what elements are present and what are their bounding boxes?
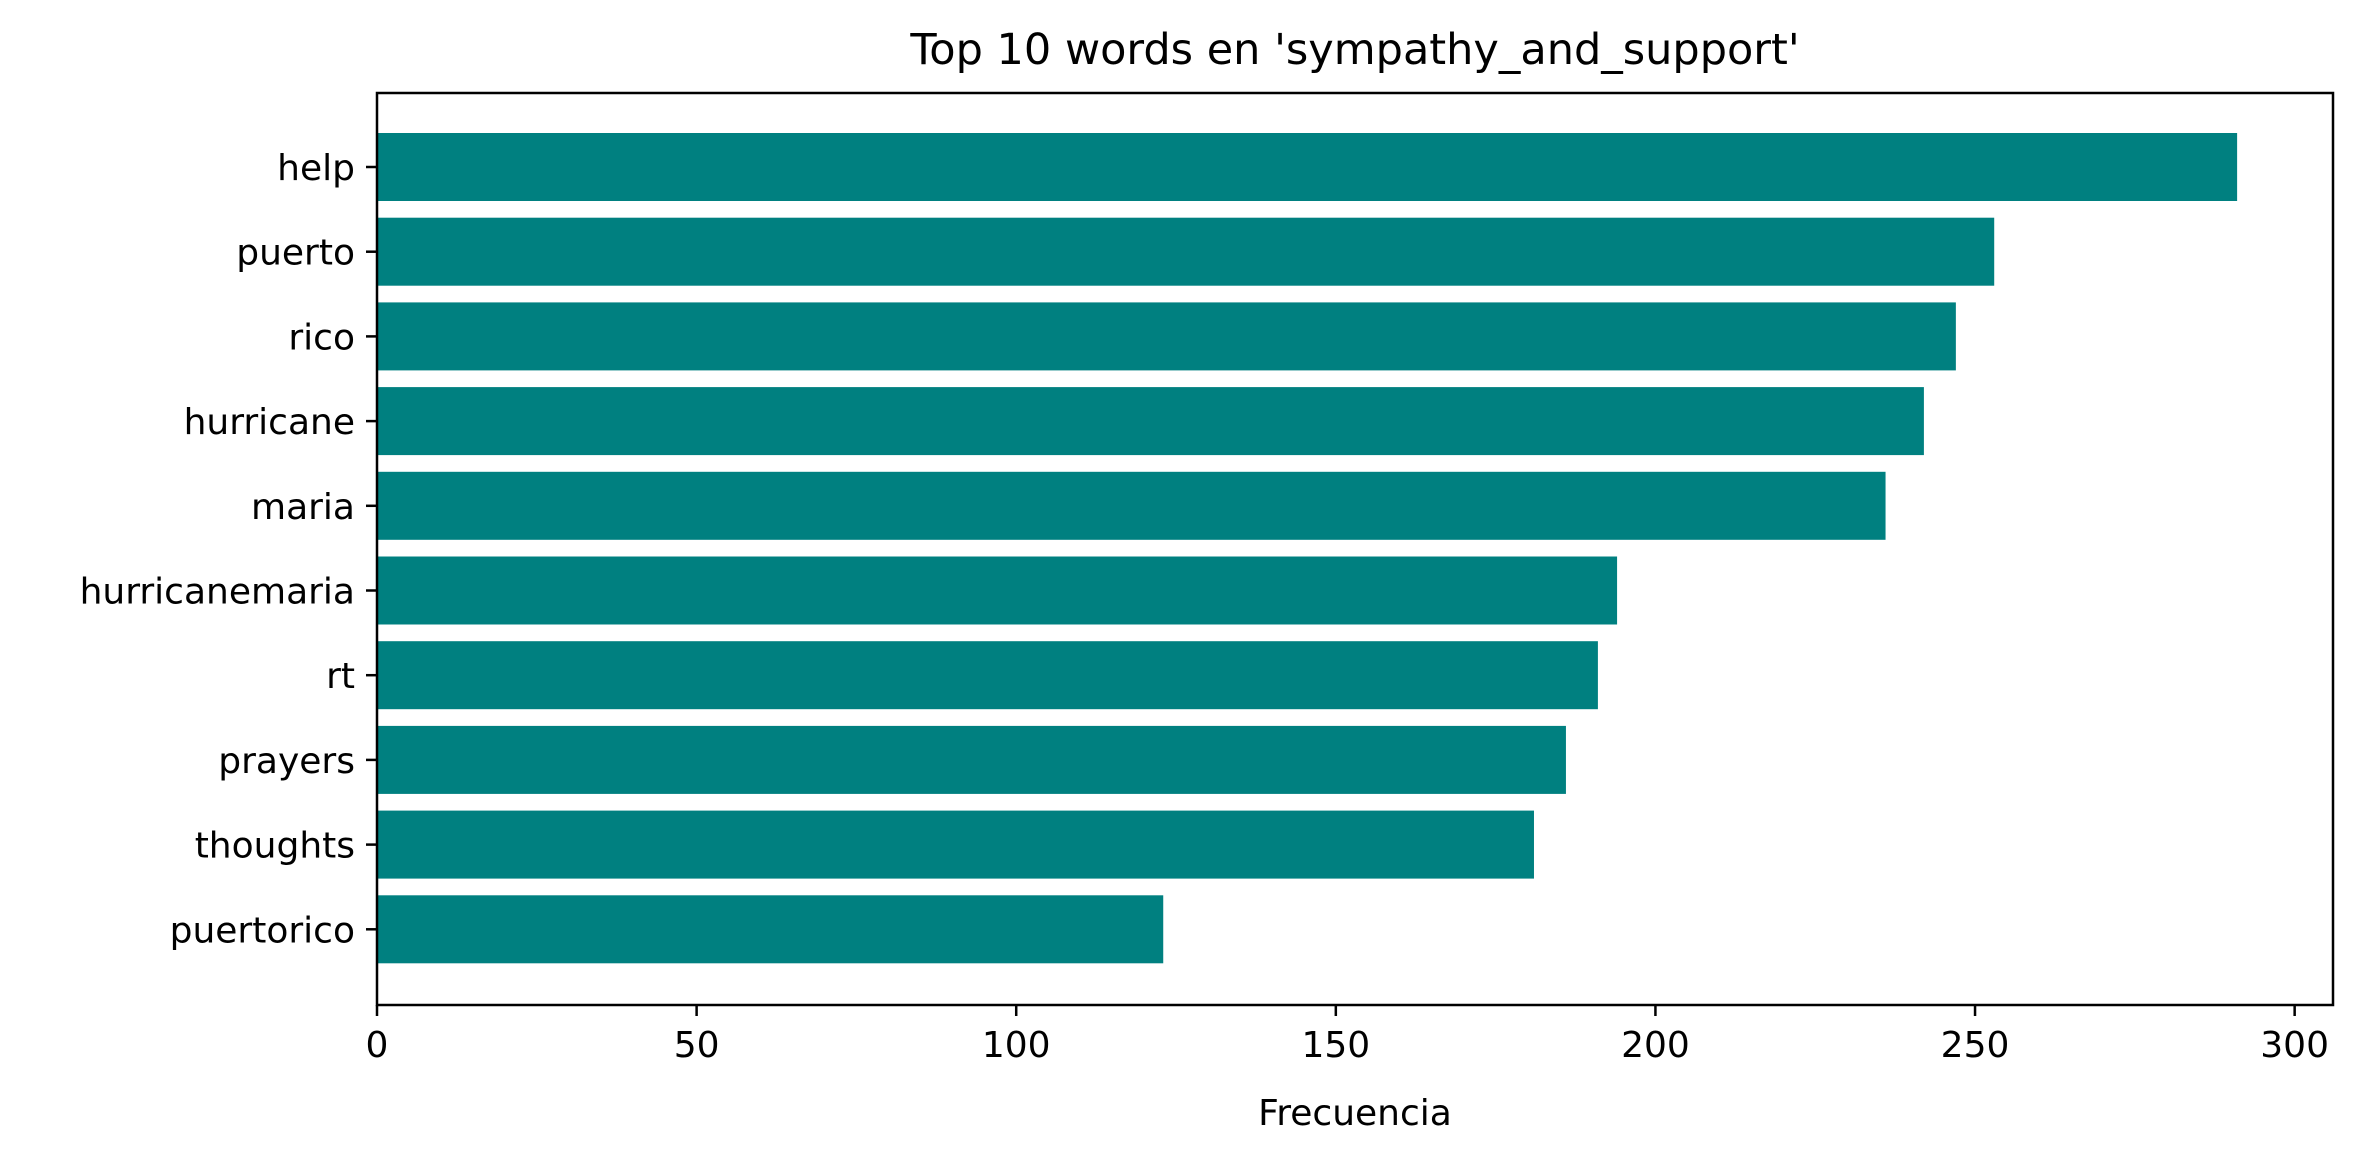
x-tick-label: 150 (1301, 1025, 1370, 1066)
x-axis-ticks: 0 50 100 150 200 250 300 (366, 1005, 2329, 1066)
bar-prayers (377, 725, 1566, 794)
y-tick-label: hurricane (184, 402, 355, 443)
bar-rt (377, 641, 1598, 710)
y-tick-label: prayers (218, 741, 355, 782)
y-axis-ticks: helppuertoricohurricanemariahurricanemar… (80, 148, 377, 951)
y-tick-label: puerto (236, 233, 355, 274)
x-tick-label: 250 (1941, 1025, 2010, 1066)
bars-group (377, 133, 2238, 964)
bar-hurricanemaria (377, 556, 1618, 625)
y-tick-label: maria (251, 487, 355, 528)
bar-maria (377, 471, 1886, 540)
bar-puerto (377, 217, 1995, 286)
plot-area-frame (375, 91, 2335, 1007)
bar-rico (377, 302, 1956, 371)
y-tick-label: thoughts (195, 826, 355, 867)
bar-help (377, 133, 2238, 201)
y-tick-label: rt (326, 656, 355, 697)
x-axis-label: Frecuencia (1258, 1093, 1452, 1134)
chart-title: Top 10 words en 'sympathy_and_support' (909, 25, 1799, 75)
y-tick-label: puertorico (170, 910, 355, 951)
x-tick-label: 0 (366, 1025, 389, 1066)
bar-puertorico (377, 895, 1164, 964)
x-tick-label: 50 (674, 1025, 720, 1066)
bar-hurricane (377, 387, 1924, 456)
y-tick-label: rico (288, 317, 355, 358)
x-tick-label: 300 (2260, 1025, 2329, 1066)
x-tick-label: 100 (982, 1025, 1051, 1066)
y-tick-label: hurricanemaria (80, 572, 355, 613)
y-tick-label: help (277, 148, 355, 189)
x-tick-label: 200 (1621, 1025, 1690, 1066)
bar-thoughts (377, 810, 1534, 879)
